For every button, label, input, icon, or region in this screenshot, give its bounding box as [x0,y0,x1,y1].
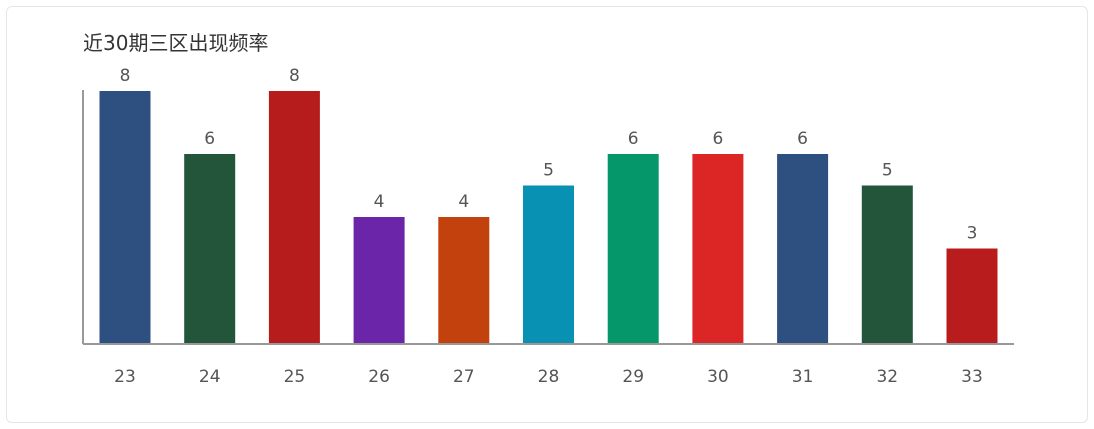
value-labels-group: 8 6 8 4 4 5 6 6 6 5 3 [120,66,978,244]
bar-28 [523,185,574,343]
value-label-24: 6 [204,129,215,149]
x-tick-label-30: 30 [707,367,729,387]
bar-23 [99,91,151,343]
value-label-28: 5 [543,161,554,181]
x-tick-label-31: 31 [792,367,814,387]
x-tick-label-32: 32 [876,367,898,387]
x-tick-label-23: 23 [114,367,136,387]
x-tick-label-28: 28 [538,367,560,387]
bar-27 [438,217,490,343]
x-tick-label-24: 24 [199,367,221,387]
value-label-30: 6 [712,129,723,149]
x-tick-label-26: 26 [368,367,390,387]
bar-33 [946,248,998,343]
value-label-33: 3 [967,224,978,244]
bars-group [99,91,998,343]
bar-30 [692,154,744,343]
value-label-27: 4 [458,192,469,212]
x-tick-label-29: 29 [622,367,644,387]
bar-31 [777,154,829,343]
x-tick-label-33: 33 [961,367,983,387]
value-label-32: 5 [882,161,893,181]
x-tick-label-27: 27 [453,367,475,387]
x-tick-labels-group: 23 24 25 26 27 28 29 30 31 32 33 [114,367,983,387]
value-label-29: 6 [628,129,639,149]
value-label-26: 4 [374,192,385,212]
bar-26 [353,217,405,343]
chart-title: 近30期三区出现频率 [83,31,269,55]
bar-24 [184,154,236,343]
bar-29 [607,154,659,343]
value-label-31: 6 [797,129,808,149]
bar-25 [268,91,320,343]
value-label-25: 8 [289,66,300,86]
value-label-23: 8 [120,66,131,86]
x-tick-label-25: 25 [284,367,306,387]
bar-32 [861,185,913,343]
